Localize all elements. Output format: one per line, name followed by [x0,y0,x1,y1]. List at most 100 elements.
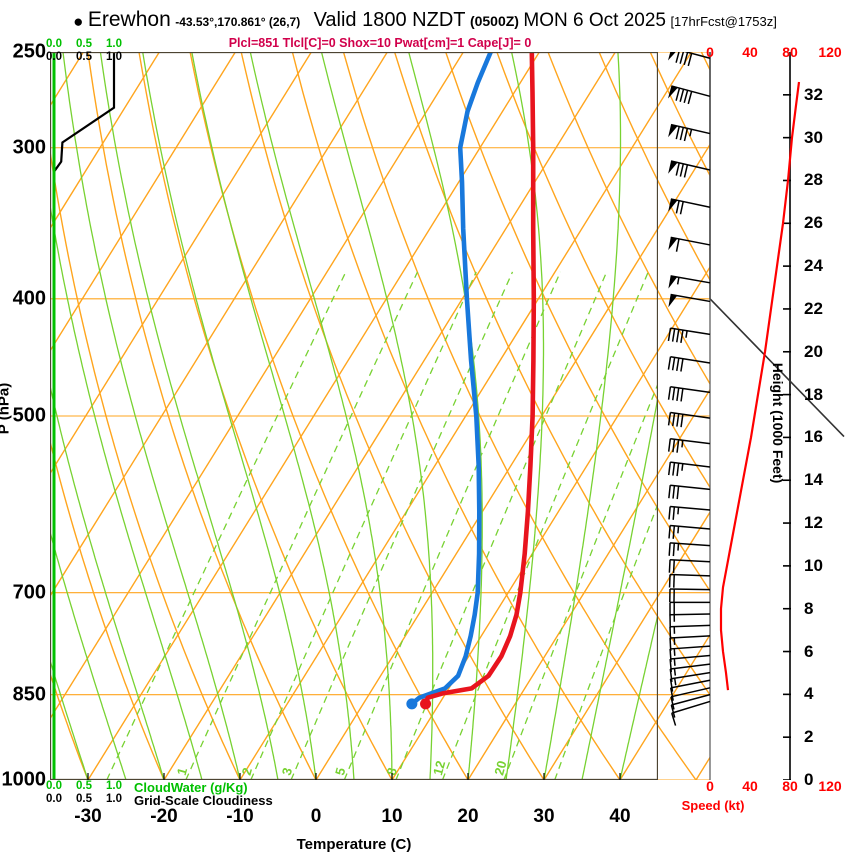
wind-barb [668,293,711,308]
pressure-tick-700: 700 [12,581,46,604]
cloudwater-scale-top: 0.0 0.0 0.5 0.5 1.0 1.0 [46,38,658,66]
cloudwater-tick-1: 0.5 [76,38,92,50]
svg-text:1: 1 [174,766,190,777]
wind-canvas [658,47,845,781]
speed-tick-0: 0 [706,778,714,794]
station-coordinates: -43.53°,170.861° (26,7) [175,15,301,29]
station-name: Erewhon [87,8,171,31]
height-tick-10: 10 [804,555,823,575]
height-tick-16: 16 [804,427,823,447]
wind-barb [670,693,711,718]
temperature-tick-30: 30 [533,806,555,827]
chart-title: ● Erewhon -43.53°,170.861° (26,7) Valid … [0,8,850,32]
valid-time-zulu: (0500Z) [469,13,519,29]
temperature-tick--20: -20 [150,806,178,827]
cloudwater-scale-bottom: 0.0 0.0 0.5 0.5 1.0 1.0 CloudWater (g/Kg) Grid-… [46,780,658,808]
temperature-tick-40: 40 [609,806,631,827]
temperature-tick--30: -30 [74,806,102,827]
wind-barb [668,198,711,215]
cloudwater-tick-0: 0.0 [46,780,62,792]
height-tick-26: 26 [804,213,823,233]
cloudiness-tick-1: 0.5 [76,793,92,805]
wind-barb [669,601,710,616]
wind-barb [669,613,711,628]
height-tick-30: 30 [804,127,823,147]
height-tick-0: 0 [804,770,814,789]
wind-barb [671,700,711,726]
wind-barb [667,356,711,372]
svg-text:3: 3 [279,766,295,777]
cloudiness-axis-label: Grid-Scale Cloudiness [134,793,273,808]
speed-axis-top: 0 40 80 120 [658,44,850,64]
speed-tick-120: 120 [818,778,842,794]
pressure-tick-300: 300 [12,136,46,159]
height-axis-label: Height (1000 Feet) [770,362,786,484]
wind-barb [668,484,711,500]
pressure-tick-250: 250 [12,40,46,63]
speed-axis-bottom: 0 40 80 120 [658,778,850,798]
wind-barb [668,275,711,289]
pressure-axis: 250 300 400 500 700 850 1000 [0,41,47,791]
temperature-tick-10: 10 [381,806,403,827]
svg-text:20: 20 [491,759,509,777]
wind-barb [669,645,711,662]
station-dot: ● [73,11,84,31]
height-tick-8: 8 [804,598,814,618]
wind-barb [668,573,711,588]
cloudiness-tick-2: 1.0 [106,793,122,805]
speed-axis-label: Speed (kt) [681,798,745,813]
wind-barb [668,505,711,520]
height-tick-32: 32 [804,84,823,104]
pressure-axis-label: P (hPa) [0,382,13,434]
skewt-plot[interactable]: 1235812200102030 [50,52,658,780]
temperature-axis: -30 -20 -10 0 10 20 30 40 [50,806,658,832]
svg-text:5: 5 [332,766,348,777]
speed-tick-80: 80 [782,44,798,60]
svg-text:2: 2 [239,766,255,777]
wind-barb [668,542,711,557]
height-tick-24: 24 [804,256,823,276]
wind-barb [669,654,711,673]
wind-barb [667,85,711,105]
wind-barb [669,671,711,692]
cloudiness-tick-0: 0.0 [46,793,62,805]
valid-date: MON 6 Oct 2025 [523,10,666,31]
height-tick-20: 20 [804,341,823,361]
height-tick-28: 28 [804,170,823,190]
height-tick-22: 22 [804,298,823,318]
cloudwater-axis-label: CloudWater (g/Kg) [134,780,248,795]
speed-tick-0: 0 [706,44,714,60]
svg-text:12: 12 [430,759,448,777]
valid-time: Valid 1800 NZDT [313,9,466,31]
cloudiness-tick-2: 1.0 [106,51,122,63]
wind-barb [667,411,711,428]
speed-tick-40: 40 [742,778,758,794]
wind-barb [667,437,711,453]
height-tick-18: 18 [804,384,823,404]
temperature-tick-20: 20 [457,806,479,827]
wind-barb [668,236,711,252]
temperature-tick--10: -10 [226,806,254,827]
wind-panel[interactable] [658,47,850,781]
wind-barb [667,327,711,344]
speed-tick-120: 120 [818,44,842,60]
pressure-tick-1000: 1000 [1,768,47,791]
cloudiness-tick-0: 0.0 [46,51,62,63]
height-axis: 0 2 4 6 8 10 12 14 16 18 20 22 24 26 28 30 32 [790,52,850,789]
wind-barb [669,663,711,682]
cloudiness-tick-1: 0.5 [76,51,92,63]
wind-barb [668,160,711,178]
pressure-tick-500: 500 [12,404,46,427]
wind-barb [667,461,711,477]
forecast-stamp: [17hrFcst@1753z] [670,14,777,29]
skewt-canvas: 1235812200102030 [50,52,658,780]
wind-barb [667,386,711,402]
height-tick-6: 6 [804,641,814,661]
wind-barb [668,123,711,142]
sounding-stats: Plcl=851 Tlcl[C]=0 Shox=10 Pwat[cm]=1 Ca… [228,36,532,50]
wind-barb [669,679,711,701]
wind-barb [669,588,711,603]
wind-barb [668,524,711,539]
height-tick-14: 14 [804,470,823,490]
temperature-axis-label: Temperature (C) [296,836,412,853]
